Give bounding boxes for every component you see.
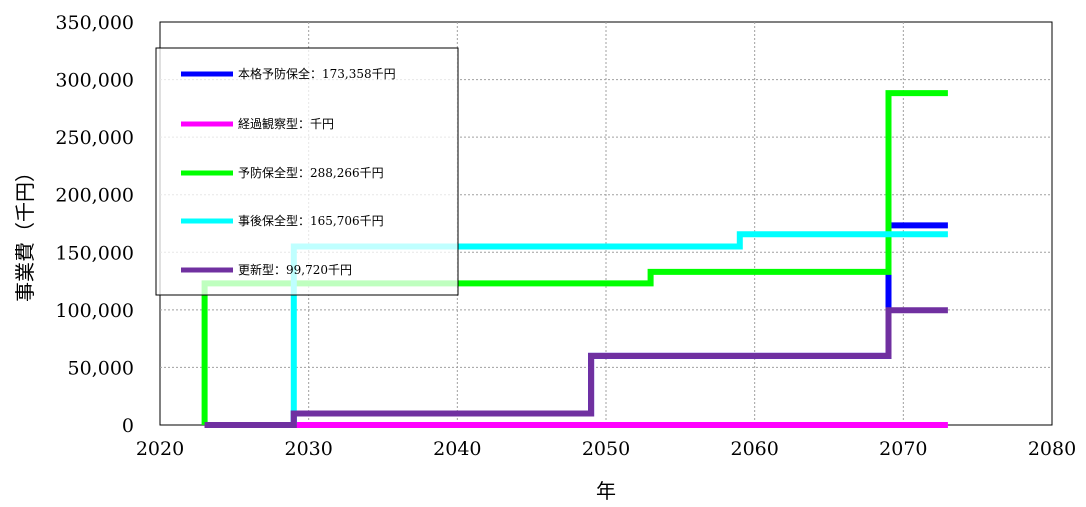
x-tick-label: 2070 [879,438,927,460]
y-axis-title: 事業費（千円） [13,162,37,302]
y-tick-label: 300,000 [55,70,134,92]
x-tick-label: 2050 [582,438,630,460]
legend-label-1: 本格予防保全：173,358千円 [238,66,396,81]
y-tick-label: 100,000 [55,300,134,322]
legend: 本格予防保全：173,358千円経過観察型：千円予防保全型：288,266千円事… [155,47,459,296]
y-tick-label: 250,000 [55,127,134,149]
x-tick-label: 2040 [433,438,481,460]
y-tick-labels: 0 50,000 100,000 150,000 200,000 250,000 300,0… [55,12,134,437]
y-tick-label: 50,000 [68,357,134,379]
x-tick-label: 2080 [1028,438,1076,460]
x-tick-label: 2020 [136,438,184,460]
x-axis-title: 年 [596,479,616,503]
series-line-4 [290,231,948,425]
legend-label-3: 予防保全型：288,266千円 [238,165,384,180]
x-tick-label: 2060 [730,438,778,460]
x-tick-labels: 2020 2030 2040 2050 2060 2070 2080 [136,438,1076,460]
y-tick-label: 200,000 [55,185,134,207]
legend-label-5: 更新型：99,720千円 [238,262,352,277]
legend-label-4: 事後保全型：165,706千円 [238,213,384,228]
legend-label-2: 経過観察型：千円 [238,117,334,131]
y-tick-label: 0 [122,415,134,437]
y-tick-label: 150,000 [55,242,134,264]
series-line-5 [204,307,948,428]
y-tick-label: 350,000 [55,12,134,34]
x-tick-label: 2030 [284,438,332,460]
